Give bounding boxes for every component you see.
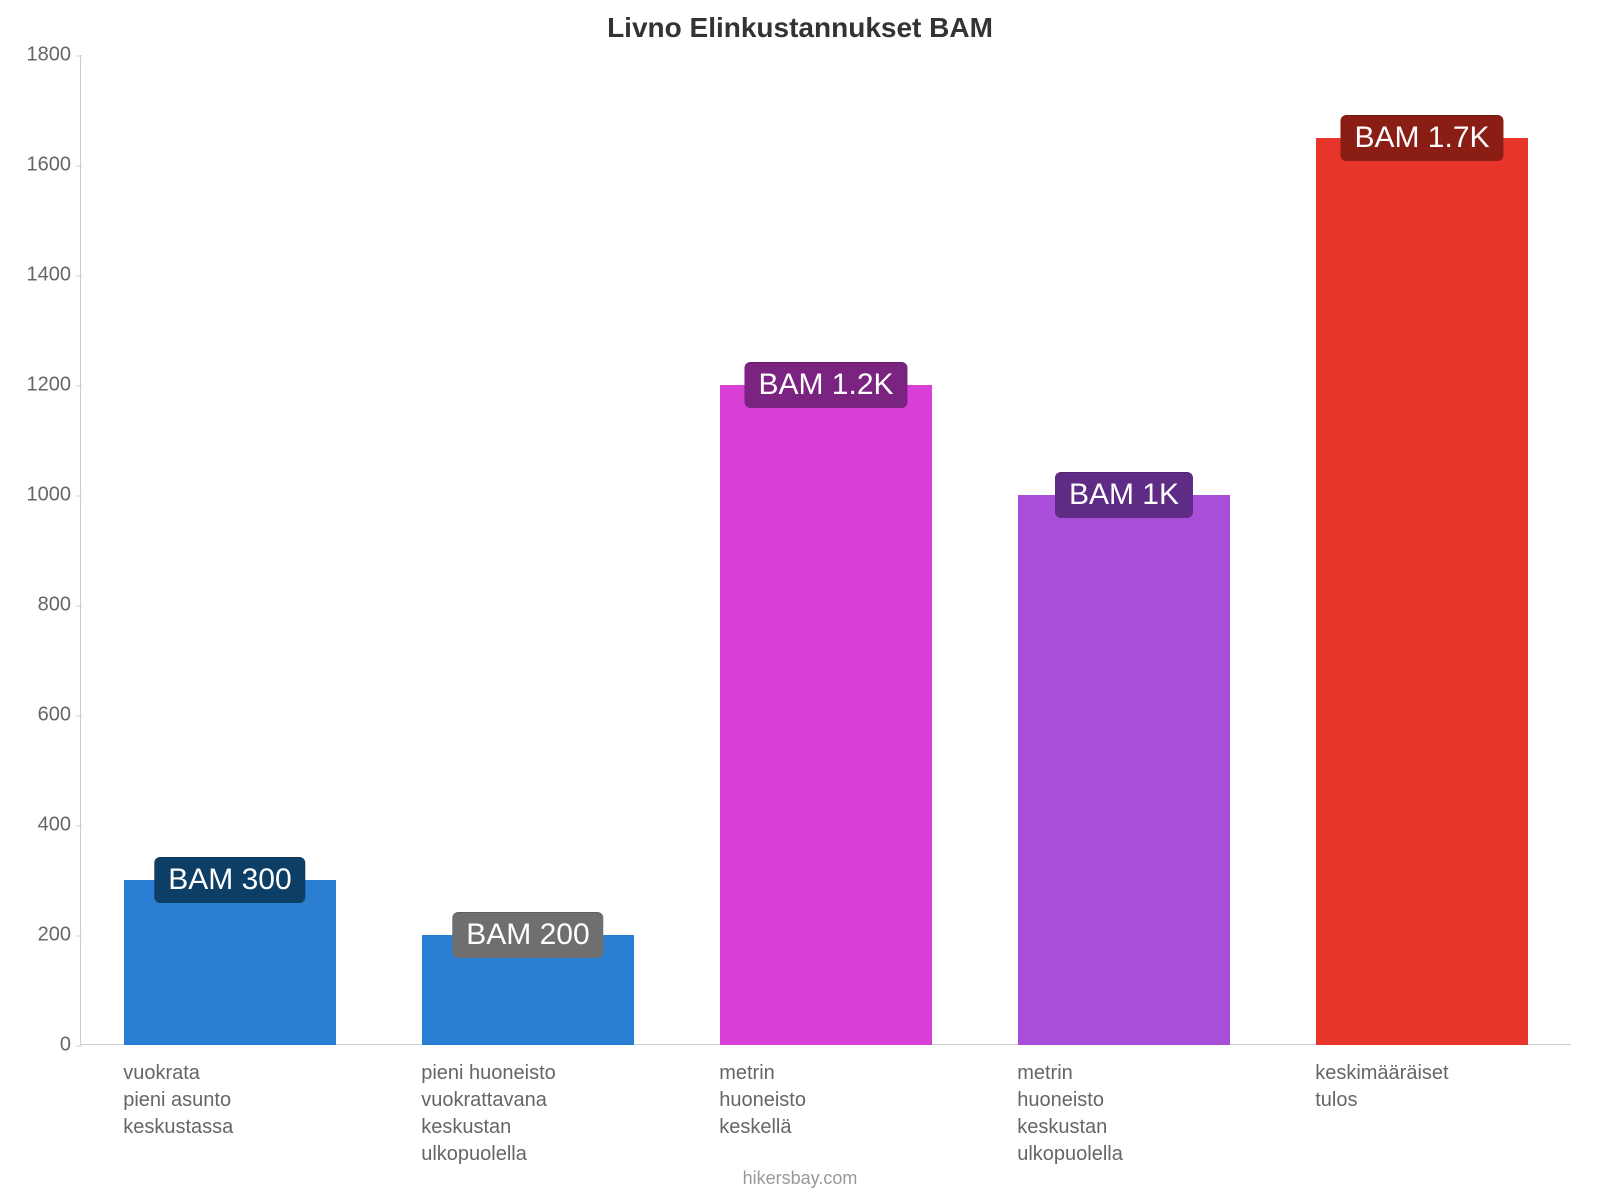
bar [1316,138,1528,1046]
bar-value-label: BAM 1.7K [1340,115,1503,161]
bar-slot: BAM 1.7K [1316,55,1528,1045]
x-tick-label: vuokrata pieni asunto keskustassa [123,1060,233,1141]
bar-value-label: BAM 1K [1055,472,1193,518]
bar-slot: BAM 1K [1018,55,1230,1045]
x-tick-label: pieni huoneisto vuokrattavana keskustan … [421,1060,556,1168]
x-tick-label: metrin huoneisto keskustan ulkopuolella [1017,1060,1123,1168]
x-tick-label: keskimääräiset tulos [1315,1060,1448,1114]
y-tick: 1200 [27,374,82,397]
bar-value-label: BAM 1.2K [744,362,907,408]
bar-slot: BAM 1.2K [720,55,932,1045]
chart-title: Livno Elinkustannukset BAM [0,12,1600,44]
bar-value-label: BAM 300 [154,857,305,903]
y-tick: 1400 [27,264,82,287]
bar [1018,495,1230,1045]
y-tick: 1800 [27,44,82,67]
bar [124,880,336,1045]
bar-slot: BAM 200 [422,55,634,1045]
y-tick: 400 [38,814,81,837]
bar-slot: BAM 300 [124,55,336,1045]
y-tick: 0 [60,1034,81,1057]
y-tick: 1600 [27,154,82,177]
y-tick: 200 [38,924,81,947]
y-tick: 1000 [27,484,82,507]
plot-area: 020040060080010001200140016001800BAM 300… [80,55,1571,1045]
y-tick: 600 [38,704,81,727]
chart-container: Livno Elinkustannukset BAM 0200400600800… [0,0,1600,1200]
bar [720,385,932,1045]
y-tick: 800 [38,594,81,617]
bar-value-label: BAM 200 [452,912,603,958]
attribution-text: hikersbay.com [0,1168,1600,1189]
x-tick-label: metrin huoneisto keskellä [719,1060,806,1141]
